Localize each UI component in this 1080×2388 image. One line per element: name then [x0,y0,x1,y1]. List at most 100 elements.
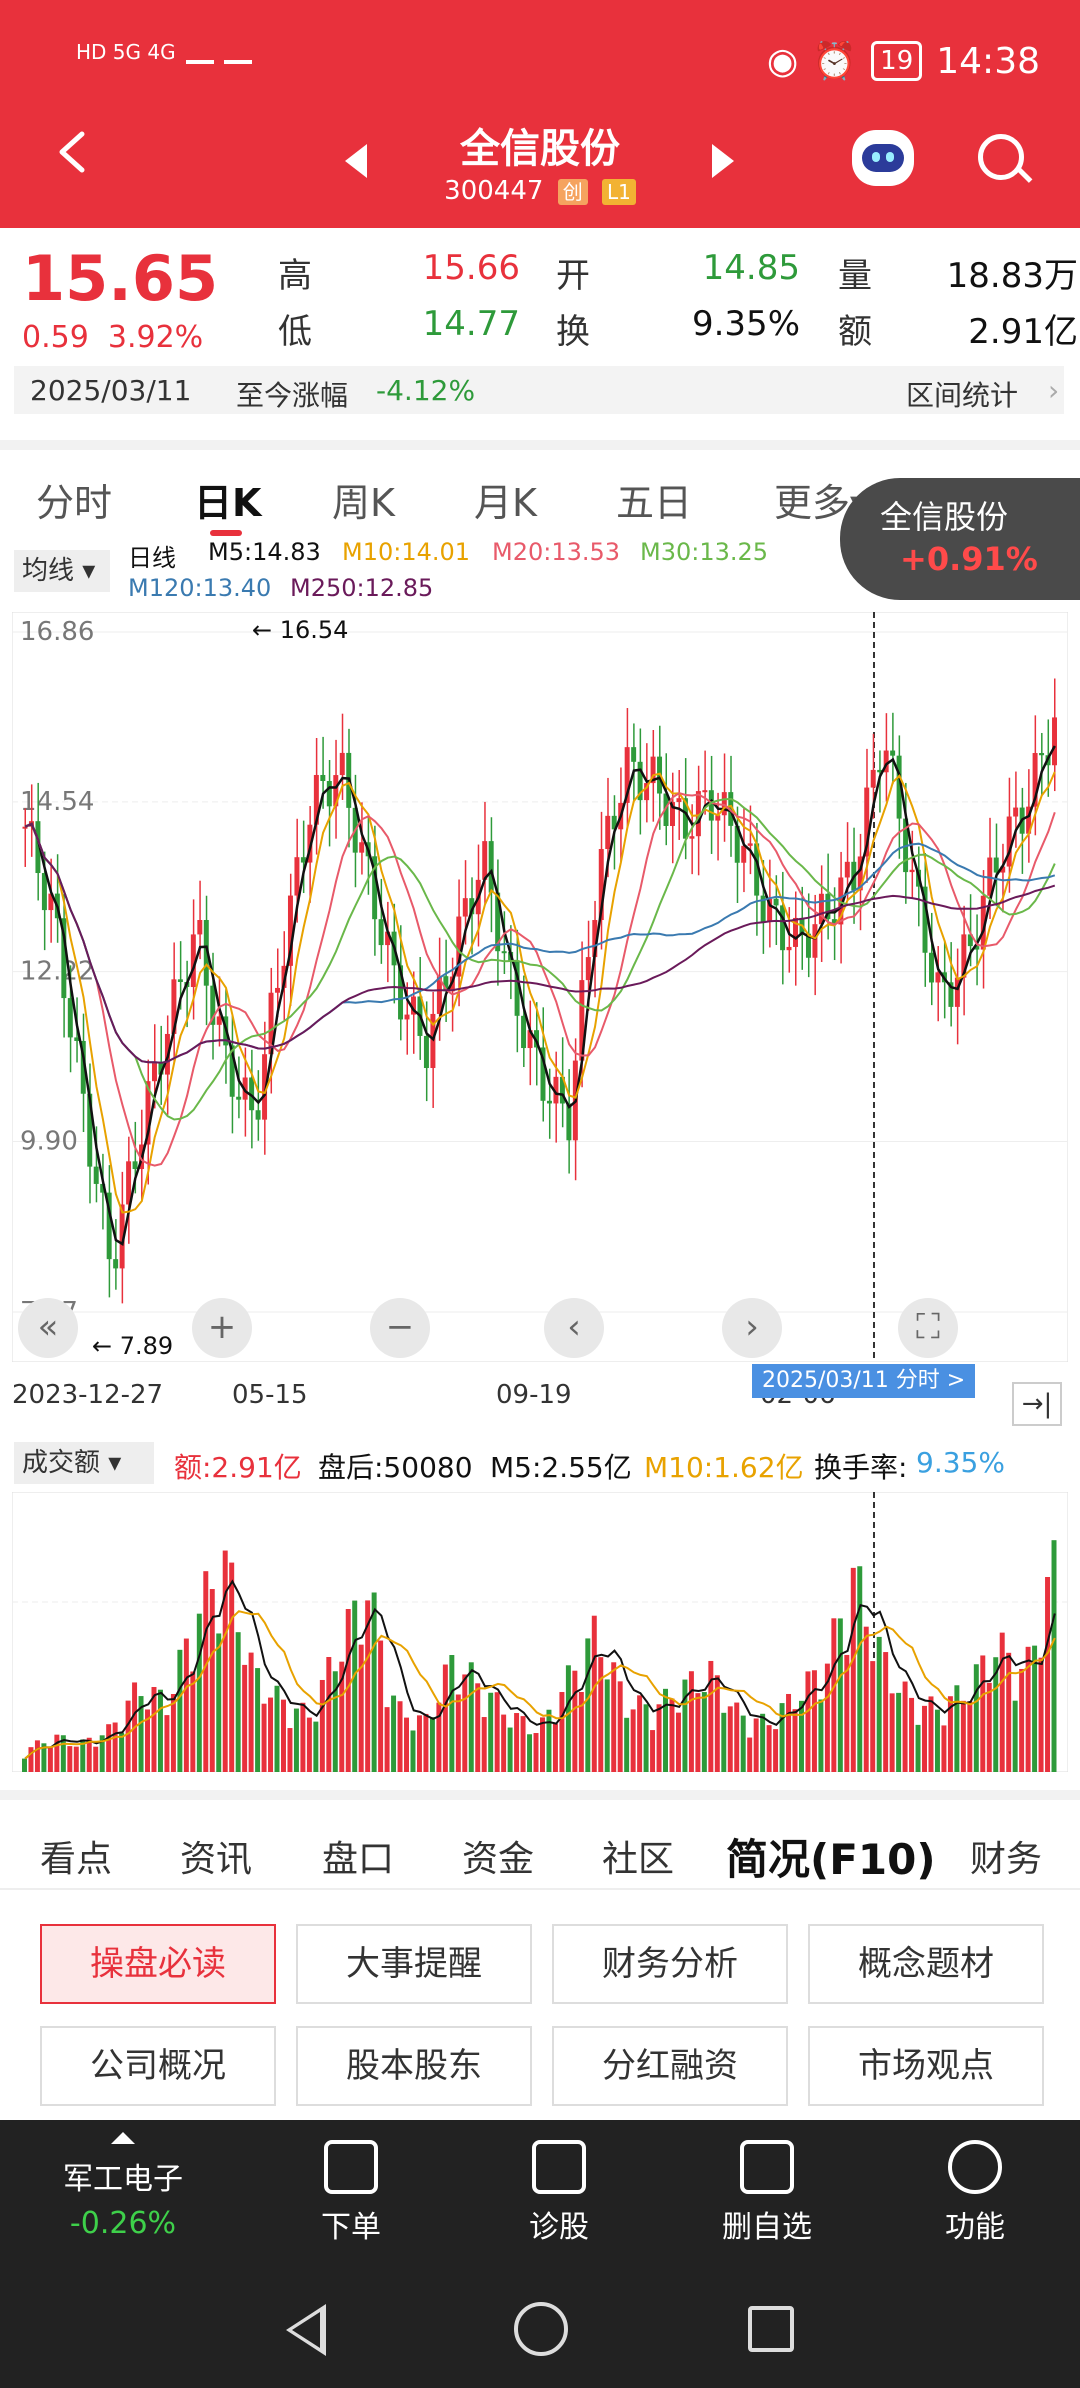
candle-body [190,934,196,988]
volume-bar [889,1693,895,1772]
candle-body [954,977,960,1007]
amount-value: 2.91亿 [968,312,1078,352]
info-tab-funds[interactable]: 资金 [462,1839,535,1880]
volume-bar [80,1739,86,1772]
candle-body [611,815,617,830]
candle-body [132,1161,138,1170]
candle-body [864,787,870,857]
function-button[interactable]: 功能 [900,2140,1050,2246]
btn-event-reminder[interactable]: 大事提醒 [296,1924,532,2004]
btn-market-view[interactable]: 市场观点 [808,2026,1044,2106]
volume-bar [941,1725,947,1772]
clock: 14:38 [936,40,1040,82]
candle-body [1039,753,1045,756]
jump-to-latest-button[interactable]: →| [1012,1382,1062,1426]
zoom-in-button[interactable]: + [192,1298,252,1358]
info-tab-f10[interactable]: 简况(F10) [726,1835,936,1884]
turnover-rate-label: 换手率: [814,1451,908,1484]
fullscreen-button[interactable]: ⛶ [898,1298,958,1358]
btn-dividend-financing[interactable]: 分红融资 [552,2026,788,2106]
volume-bar [293,1708,299,1772]
btn-concept-theme[interactable]: 概念题材 [808,1924,1044,2004]
nav-home-icon[interactable] [514,2302,568,2356]
info-tab-highlights[interactable]: 看点 [40,1839,113,1880]
candle-body [527,1030,533,1049]
candle-body [100,1183,106,1193]
candle-body [177,979,183,982]
search-icon[interactable] [978,134,1024,180]
scroll-left-button[interactable]: ‹ [544,1298,604,1358]
sector-indicator[interactable]: 军工电子 -0.26% [48,2132,198,2241]
candle-body [404,1014,410,1020]
candle-body [624,747,630,803]
volume-chart[interactable] [11,1491,1069,1773]
order-button[interactable]: 下单 [276,2140,426,2246]
tab-five-day[interactable]: 五日 [616,481,693,525]
tab-monthly-k[interactable]: 月K [474,481,537,525]
volume-bar [287,1728,293,1772]
volume-bar [93,1746,99,1772]
volume-bar [675,1712,681,1772]
candle-body [80,1040,86,1094]
rewind-button[interactable]: « [18,1298,78,1358]
active-tab-indicator [210,530,242,536]
y-tick-label: 16.86 [20,617,94,647]
prev-stock-icon[interactable] [345,144,367,178]
info-tabs: 看点 资讯 盘口 资金 社区 简况(F10) 财务 [0,1790,1080,1900]
volume-bar [462,1674,468,1772]
btn-company-overview[interactable]: 公司概况 [40,2026,276,2106]
candle-body [1000,866,1006,873]
volume-bar [183,1638,189,1772]
floating-stock-badge[interactable]: 全信股份 +0.91% [840,478,1080,600]
back-icon[interactable] [52,130,96,174]
info-tab-news[interactable]: 资讯 [180,1839,253,1880]
candle-body [967,934,973,947]
volume-bar [300,1702,306,1772]
volume-bar [34,1740,40,1772]
volume-bar [410,1730,416,1772]
nav-recent-icon[interactable] [748,2306,794,2352]
header: HD 5G 4G ◉ ⏰ 19 14:38 全信股份 300447 创 L1 [0,0,1080,228]
volume-svg[interactable] [11,1491,1069,1773]
candle-body [812,924,818,958]
btn-financial-analysis[interactable]: 财务分析 [552,1924,788,2004]
next-stock-icon[interactable] [712,144,734,178]
volume-bar [863,1626,869,1772]
volume-bar [850,1567,856,1772]
volume-bar [540,1717,545,1772]
ma-selector-button[interactable]: 均线 ▾ [14,550,110,592]
tab-weekly-k[interactable]: 周K [332,481,395,525]
bottom-toolbar: 军工电子 -0.26% 下单 诊股 删自选 功能 [0,2120,1080,2272]
robot-assistant-icon[interactable] [852,130,914,186]
btn-trading-guide[interactable]: 操盘必读 [40,1924,276,2004]
btn-shareholders[interactable]: 股本股东 [296,2026,532,2106]
info-tab-community[interactable]: 社区 [602,1839,675,1880]
zoom-out-button[interactable]: − [370,1298,430,1358]
remove-watchlist-button[interactable]: 删自选 [692,2140,842,2246]
diagnose-button[interactable]: 诊股 [484,2140,634,2246]
volume-bar [22,1758,27,1772]
candle-body [197,920,203,935]
ma250-value: M250:12.85 [290,574,434,602]
candle-body [935,972,941,983]
tab-timeshare[interactable]: 分时 [36,481,113,525]
volume-bar [624,1717,630,1772]
info-tab-finance[interactable]: 财务 [970,1839,1043,1880]
volume-selector-button[interactable]: 成交额 ▾ [14,1442,154,1484]
candle-body [326,781,332,807]
volume-bar [714,1675,720,1772]
candle-body [287,895,293,966]
candle-body [48,893,54,911]
crosshair-date-tip[interactable]: 2025/03/11 分时 > [752,1364,976,1398]
volume-bar [1051,1540,1057,1772]
info-tab-orderbook[interactable]: 盘口 [322,1839,395,1880]
signal-icon-2 [223,40,252,64]
scroll-right-button[interactable]: › [722,1298,782,1358]
nav-back-icon[interactable] [286,2304,326,2356]
tab-daily-k[interactable]: 日K [194,481,262,525]
range-stats-link[interactable]: 区间统计 [906,379,1019,412]
range-bar[interactable]: 2025/03/11 至今涨幅 -4.12% 区间统计 › [14,366,1064,414]
candle-body [229,1045,235,1097]
